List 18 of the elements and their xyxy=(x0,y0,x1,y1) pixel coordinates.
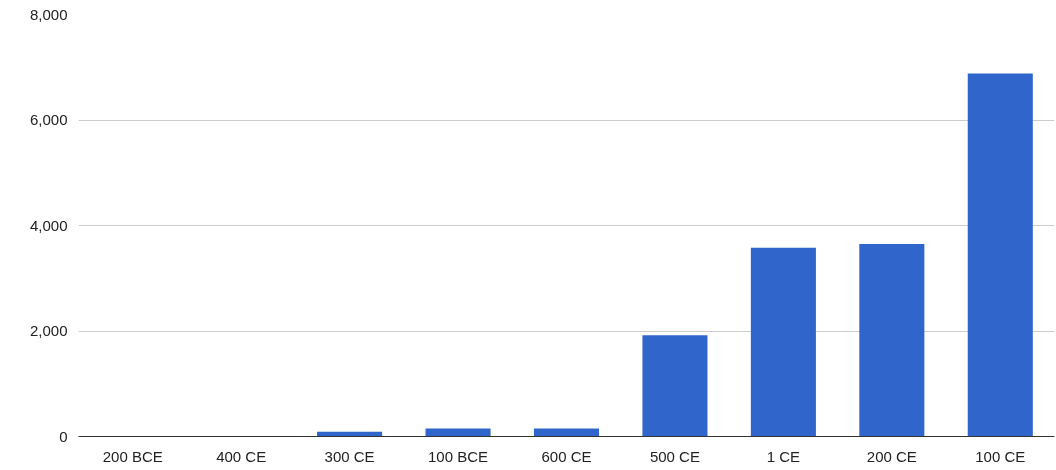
bar xyxy=(859,243,925,437)
x-tick-label: 400 CE xyxy=(216,447,267,465)
y-tick-label: 8,000 xyxy=(29,5,68,23)
x-tick-label: 300 CE xyxy=(324,447,375,465)
y-tick-label: 0 xyxy=(59,427,68,445)
x-tick-label: 500 CE xyxy=(649,447,700,465)
y-tick-label: 6,000 xyxy=(29,111,68,128)
x-tick-label: 200 CE xyxy=(866,447,917,465)
bar xyxy=(750,247,816,437)
bar xyxy=(642,335,708,437)
x-tick-label: 200 BCE xyxy=(102,447,163,465)
x-tick-label: 600 CE xyxy=(541,447,592,465)
x-tick-label: 100 CE xyxy=(975,447,1026,465)
y-tick-label: 4,000 xyxy=(29,216,68,234)
x-tick-label: 1 CE xyxy=(766,447,801,465)
y-tick-label: 2,000 xyxy=(29,322,68,339)
bar xyxy=(967,73,1033,437)
x-tick-label: 100 BCE xyxy=(428,447,489,465)
